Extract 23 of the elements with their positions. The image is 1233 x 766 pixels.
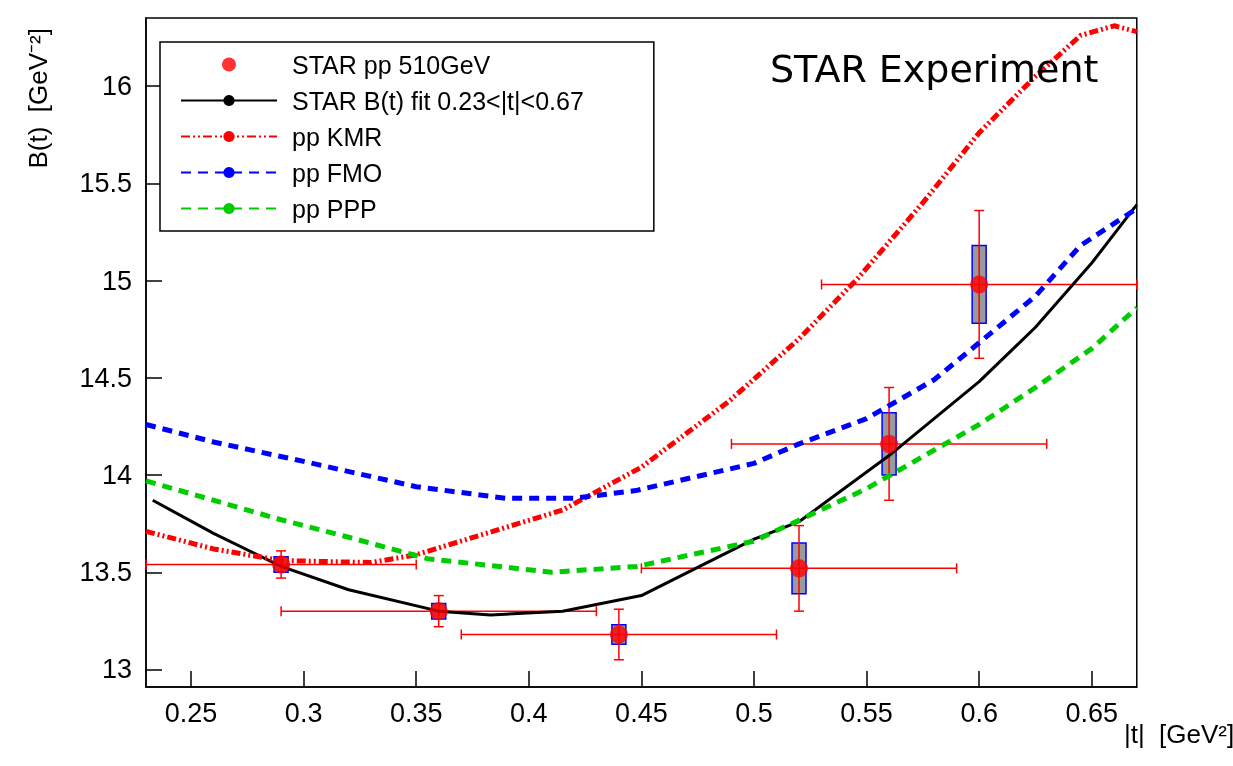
legend-label: pp PPP: [292, 194, 377, 223]
x-tick-label: 0.4: [510, 697, 548, 728]
y-tick-label: 13: [101, 654, 132, 685]
y-axis-title: B(t) [GeV⁻²]: [23, 28, 53, 169]
y-tick-label: 15.5: [79, 168, 132, 199]
y-tick-label: 14: [101, 460, 132, 491]
x-tick-label: 0.65: [1065, 697, 1119, 728]
x-tick-label: 0.55: [840, 697, 893, 728]
y-tick-label: 16: [101, 71, 132, 102]
legend-label: STAR pp 510GeV: [292, 50, 491, 79]
legend-label: pp FMO: [292, 158, 383, 187]
x-axis-title: |t| [GeV²]: [1123, 719, 1233, 749]
x-tick-label: 0.35: [389, 697, 443, 728]
x-tick-label: 0.3: [284, 697, 323, 728]
y-tick-label: 15: [101, 265, 132, 296]
legend-label: pp KMR: [292, 122, 383, 151]
x-tick-label: 0.6: [960, 697, 998, 728]
x-tick-label: 0.5: [735, 697, 773, 728]
y-tick-label: 13.5: [79, 557, 132, 588]
x-tick-label: 0.45: [615, 697, 668, 728]
legend-label: STAR B(t) fit 0.23<|t|<0.67: [292, 86, 584, 115]
x-tick-label: 0.25: [164, 697, 218, 728]
y-tick-label: 14.5: [79, 362, 132, 393]
